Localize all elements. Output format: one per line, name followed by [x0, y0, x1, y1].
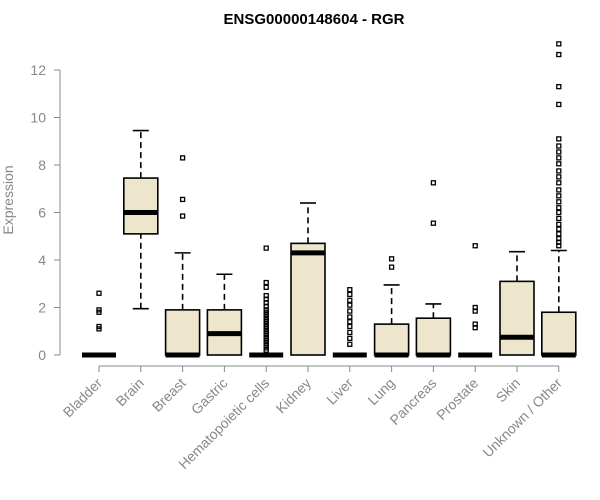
outlier-point [556, 136, 562, 142]
box-unknown-other [540, 41, 577, 358]
outlier-point [556, 174, 562, 180]
outlier-point [556, 180, 562, 186]
plot-area [82, 41, 577, 358]
x-tick-label: Unknown / Other [479, 375, 565, 461]
x-tick-label: Bladder [60, 375, 106, 421]
outlier-point [556, 149, 562, 155]
outlier-point [347, 319, 353, 325]
box-skin [499, 250, 535, 356]
outlier-point [347, 308, 353, 314]
outlier-point [556, 199, 562, 205]
y-tick-label: 6 [38, 205, 46, 221]
outlier-point [347, 287, 353, 293]
y-tick-label: 0 [38, 347, 46, 363]
outlier-point [96, 309, 102, 315]
outlier-point [556, 168, 562, 174]
outlier-point [556, 83, 562, 90]
box-breast [164, 155, 201, 358]
outlier-point [347, 335, 353, 342]
outlier-point [179, 196, 186, 203]
chart-title: ENSG00000148604 - RGR [224, 11, 405, 28]
outlier-point [263, 347, 269, 353]
outlier-point [388, 264, 395, 270]
outlier-point [472, 325, 478, 331]
outlier-point [556, 193, 562, 199]
outlier-point [556, 51, 562, 58]
y-axis-title: Expression [0, 165, 16, 234]
outlier-point [179, 213, 186, 219]
outlier-point [347, 291, 353, 298]
outlier-point [472, 243, 478, 249]
iqr-box [123, 177, 159, 235]
outlier-point [263, 284, 269, 290]
iqr-box [499, 280, 535, 356]
outlier-point [556, 215, 562, 222]
y-tick-label: 2 [38, 300, 46, 316]
box-prostate [458, 243, 493, 358]
outlier-point [263, 245, 269, 251]
box-liver [332, 287, 367, 358]
box-brain [123, 129, 159, 310]
outlier-point [556, 143, 562, 149]
x-tick-label: Brain [112, 375, 146, 409]
outlier-point [556, 161, 562, 167]
outlier-point [556, 155, 562, 161]
outlier-point [556, 243, 562, 249]
outlier-point [263, 279, 269, 286]
iqr-box [290, 242, 326, 356]
box-bladder [82, 290, 116, 358]
x-tick-label: Breast [149, 375, 189, 415]
x-tick-label: Liver [323, 375, 356, 408]
y-axis: 0 2 4 6 8 10 12 [30, 62, 61, 363]
x-tick-label: Lung [364, 375, 397, 408]
box-lung [373, 256, 410, 358]
outlier-point [347, 302, 353, 308]
outlier-point [556, 101, 562, 108]
outlier-point [347, 314, 353, 320]
outlier-point [179, 155, 186, 161]
outlier-point [556, 41, 562, 47]
outlier-point [472, 308, 478, 314]
x-tick-label: Skin [493, 375, 524, 406]
outlier-point [430, 220, 437, 226]
iqr-box [164, 309, 201, 356]
outlier-point [388, 256, 395, 262]
iqr-box [540, 311, 577, 356]
box-gastric [206, 273, 243, 356]
x-tick-label: Prostate [433, 375, 481, 423]
outlier-point [556, 226, 562, 232]
y-tick-label: 8 [38, 157, 46, 173]
y-tick-label: 12 [30, 62, 46, 78]
outlier-point [96, 326, 102, 332]
outlier-point [556, 221, 562, 228]
outlier-point [556, 187, 562, 193]
y-tick-label: 4 [38, 252, 46, 268]
outlier-point [347, 297, 353, 304]
outlier-point [347, 323, 353, 330]
iqr-box [415, 317, 452, 356]
box-kidney [290, 202, 326, 356]
outlier-point [347, 329, 353, 336]
box-pancreas [415, 180, 452, 358]
outlier-point [556, 231, 562, 237]
outlier-point [347, 341, 353, 347]
outlier-point [430, 180, 437, 186]
x-tick-label: Kidney [273, 375, 315, 417]
outlier-point [96, 290, 102, 296]
box-hematopoietic-cells [249, 245, 284, 358]
outlier-point [556, 209, 562, 216]
outlier-point [556, 205, 562, 211]
y-tick-label: 10 [30, 110, 46, 126]
iqr-box [373, 323, 410, 356]
